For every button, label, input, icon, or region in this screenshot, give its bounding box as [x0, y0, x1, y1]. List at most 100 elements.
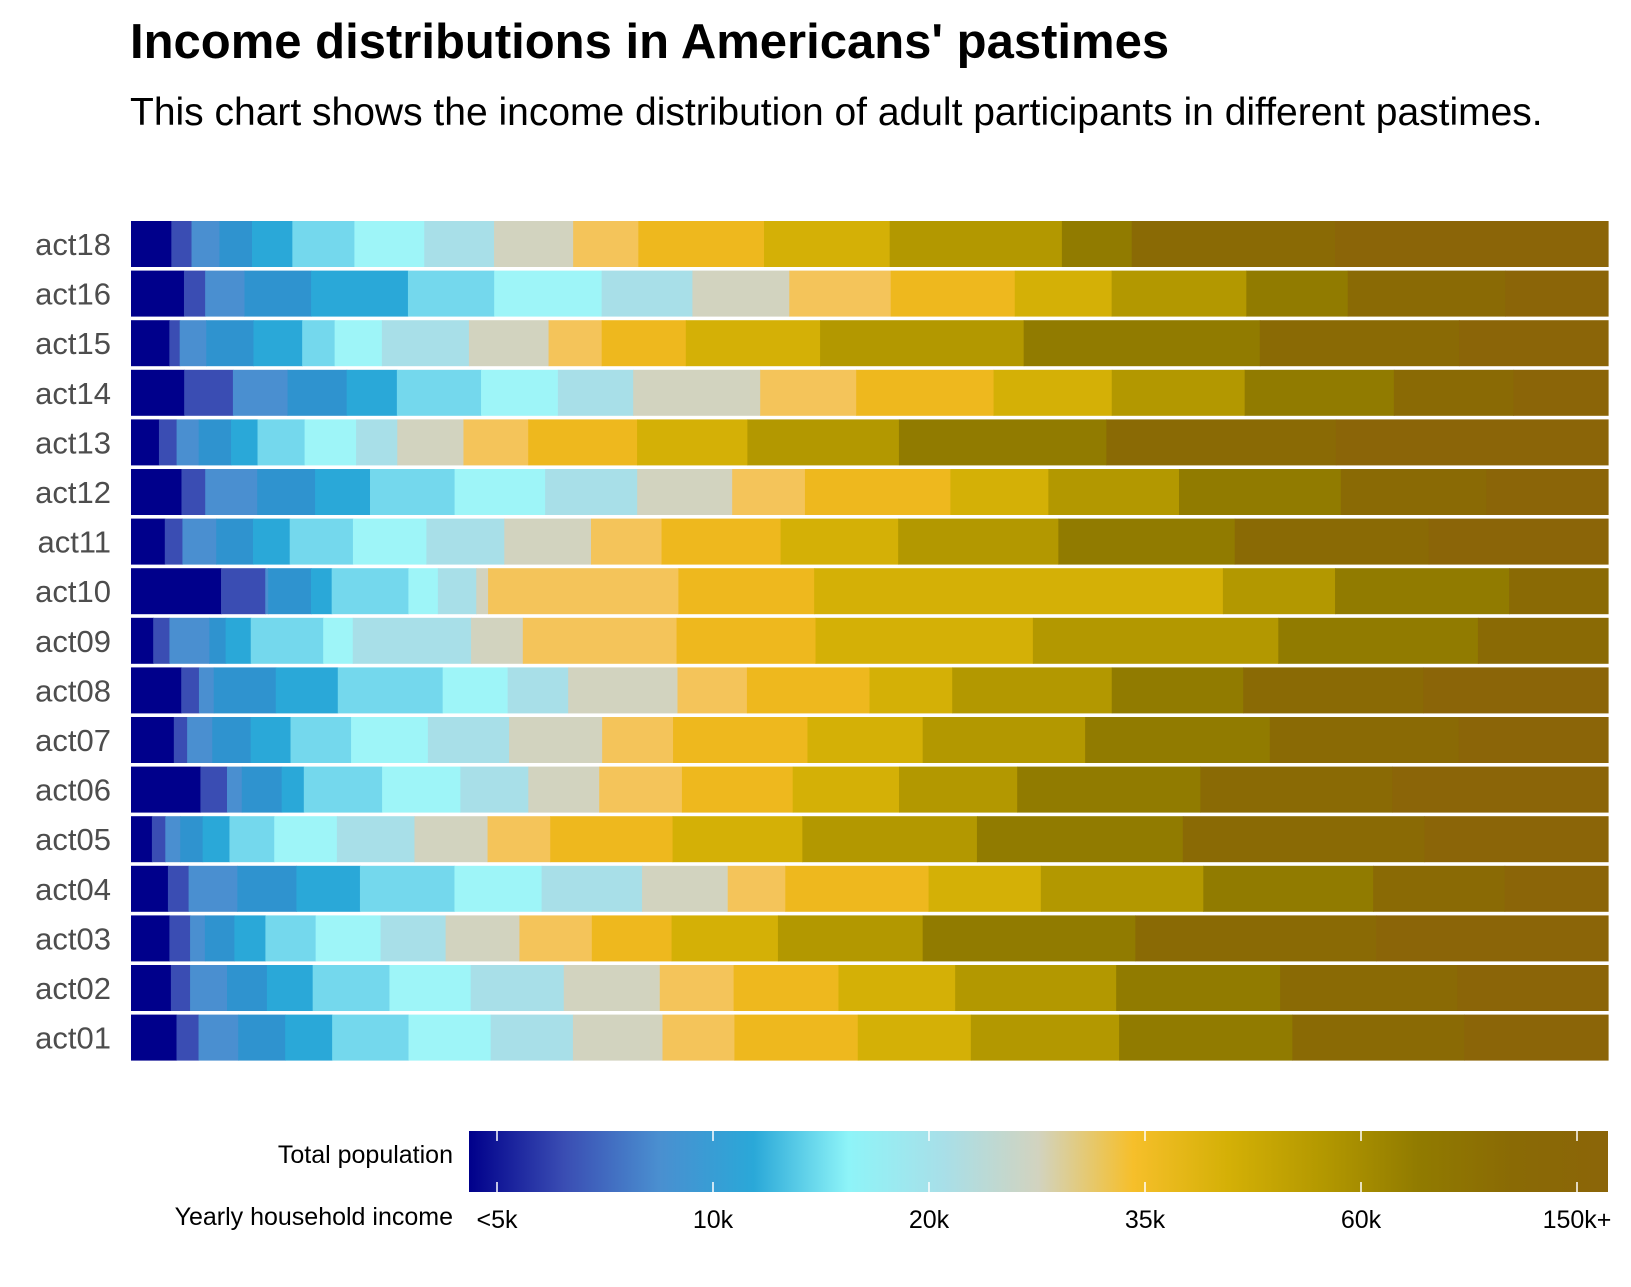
bar-segment — [573, 221, 639, 267]
bar-segment — [1203, 865, 1374, 912]
bar-segment — [169, 915, 191, 962]
bar-segment — [323, 617, 354, 664]
bar-segment — [1234, 518, 1430, 565]
bar-segment — [200, 766, 228, 813]
legend-gradient-bar — [469, 1131, 1608, 1192]
bar-segment — [638, 221, 765, 267]
bar-segment — [659, 965, 735, 1011]
bar-segment — [437, 568, 477, 615]
bar-segment — [131, 1014, 178, 1061]
bar-segment — [1509, 568, 1609, 615]
bar-segment — [950, 469, 1049, 515]
bar-segment — [252, 518, 291, 565]
bar-segment — [922, 915, 1136, 962]
bar-segment — [408, 1014, 492, 1061]
bar-segment — [460, 766, 529, 813]
bar-segment — [1392, 766, 1609, 813]
row-label-act03: act03 — [35, 921, 111, 956]
bar-segment — [181, 667, 200, 714]
bar-segment — [1334, 221, 1609, 267]
bar-segment — [169, 617, 210, 664]
bar-segment — [275, 667, 339, 714]
bar-segment — [302, 320, 336, 367]
bar-segment — [181, 469, 206, 515]
bar-segment — [676, 617, 817, 664]
bar-segment — [188, 865, 238, 912]
bar-segment — [225, 617, 252, 664]
bar-segment — [889, 221, 1063, 267]
bar-segment — [397, 419, 465, 466]
bar-segment — [1458, 320, 1609, 367]
bar-segment — [568, 667, 679, 714]
bar-segment — [662, 1014, 736, 1061]
bar-segment — [1269, 717, 1460, 763]
bar-row-act10: act10 — [35, 568, 1609, 615]
bar-segment — [198, 1014, 239, 1061]
bar-segment — [131, 270, 185, 317]
bar-segment — [1014, 270, 1113, 317]
chart-subtitle: This chart shows the income distribution… — [130, 91, 1543, 134]
bar-segment — [899, 766, 1018, 813]
bar-segment — [760, 369, 857, 416]
bar-segment — [804, 469, 951, 515]
row-label-act16: act16 — [35, 277, 111, 312]
bar-segment — [205, 469, 258, 515]
bar-segment — [1340, 469, 1487, 515]
bar-segment — [369, 469, 456, 515]
bar-segment — [1131, 221, 1336, 267]
row-label-act09: act09 — [35, 624, 111, 659]
bar-segment — [304, 419, 357, 466]
bar-segment — [202, 816, 231, 863]
legend-ticks: <5k 10k 20k 35k 60k 150k+ — [476, 1131, 1611, 1234]
bar-segment — [807, 717, 924, 763]
bar-segment — [287, 369, 348, 416]
bar-segment — [1458, 717, 1609, 763]
bar-segment — [898, 419, 1107, 466]
bar-row-act14: act14 — [35, 369, 1609, 416]
bar-segment — [1179, 469, 1342, 515]
bar-segment — [528, 766, 600, 813]
bar-segment — [354, 221, 425, 267]
bar-row-act04: act04 — [35, 865, 1609, 912]
bar-segment — [334, 320, 383, 367]
bar-segment — [1048, 469, 1180, 515]
bar-segment — [164, 518, 184, 565]
bar-segment — [1278, 617, 1479, 664]
bar-segment — [167, 865, 190, 912]
bar-segment — [1428, 518, 1609, 565]
row-label-act04: act04 — [35, 872, 111, 907]
bar-segment — [463, 419, 529, 466]
bar-segment — [572, 1014, 664, 1061]
bar-segment — [1376, 915, 1609, 962]
bar-segment — [601, 320, 687, 367]
bar-segment — [747, 419, 900, 466]
bar-segment — [550, 816, 674, 863]
bar-segment — [733, 965, 840, 1011]
bar-row-act03: act03 — [35, 915, 1609, 962]
bar-segment — [380, 915, 447, 962]
bar-segment — [1513, 369, 1609, 416]
bar-segment — [238, 1014, 286, 1061]
bar-segment — [678, 568, 815, 615]
bar-segment — [131, 518, 166, 565]
bar-segment — [673, 717, 809, 763]
bar-segment — [131, 469, 183, 515]
bar-segment — [591, 915, 673, 962]
bar-segment — [1246, 270, 1349, 317]
legend-tick-label: 20k — [909, 1206, 950, 1234]
bar-segment — [205, 270, 246, 317]
bar-segment — [352, 518, 427, 565]
bar-segment — [792, 766, 900, 813]
bar-segment — [131, 667, 182, 714]
bar-segment — [216, 518, 254, 565]
row-label-act05: act05 — [35, 822, 111, 857]
bar-segment — [1393, 369, 1515, 416]
bar-segment — [601, 270, 694, 317]
bar-segment — [234, 915, 267, 962]
bar-row-act08: act08 — [35, 667, 1609, 714]
bar-segment — [351, 717, 429, 763]
bar-segment — [970, 1014, 1120, 1061]
bar-segment — [250, 717, 292, 763]
bar-segment — [1477, 617, 1609, 664]
bar-segment — [183, 270, 206, 317]
